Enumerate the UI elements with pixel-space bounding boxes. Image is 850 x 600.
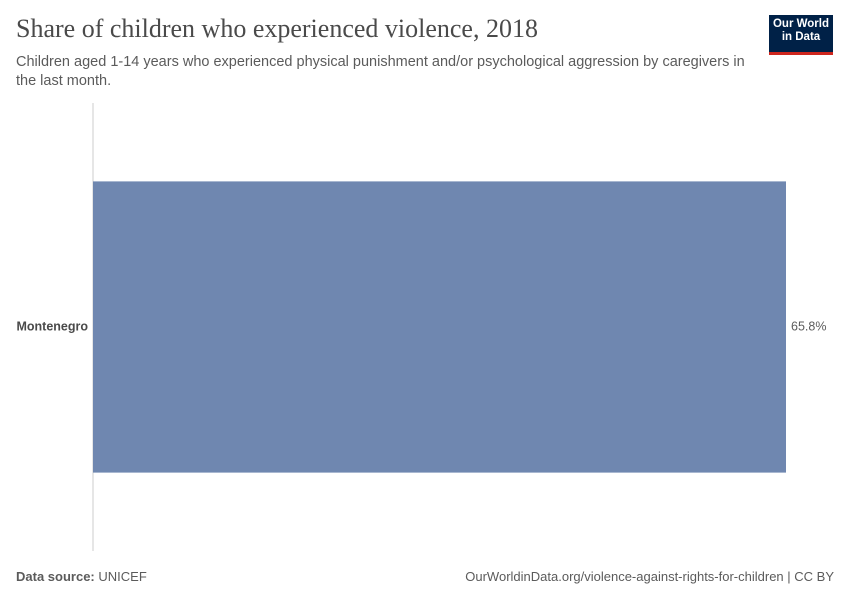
y-tick-label: Montenegro [16, 319, 88, 333]
source-name: UNICEF [98, 569, 147, 584]
logo[interactable]: Our World in Data [769, 15, 833, 55]
bar [93, 181, 786, 473]
chart: Montenegro 65.8% [16, 103, 826, 551]
chart-subtitle: Children aged 1-14 years who experienced… [16, 54, 745, 89]
source-label: Data source: [16, 569, 95, 584]
footer-link[interactable]: OurWorldinData.org/violence-against-righ… [465, 569, 834, 584]
logo-text: Our World [772, 18, 829, 30]
source: Data source: UNICEF [16, 569, 147, 584]
chart-title: Share of children who experienced violen… [16, 14, 538, 43]
value-label: 65.8% [791, 319, 826, 333]
logo-text: in Data [781, 31, 821, 43]
